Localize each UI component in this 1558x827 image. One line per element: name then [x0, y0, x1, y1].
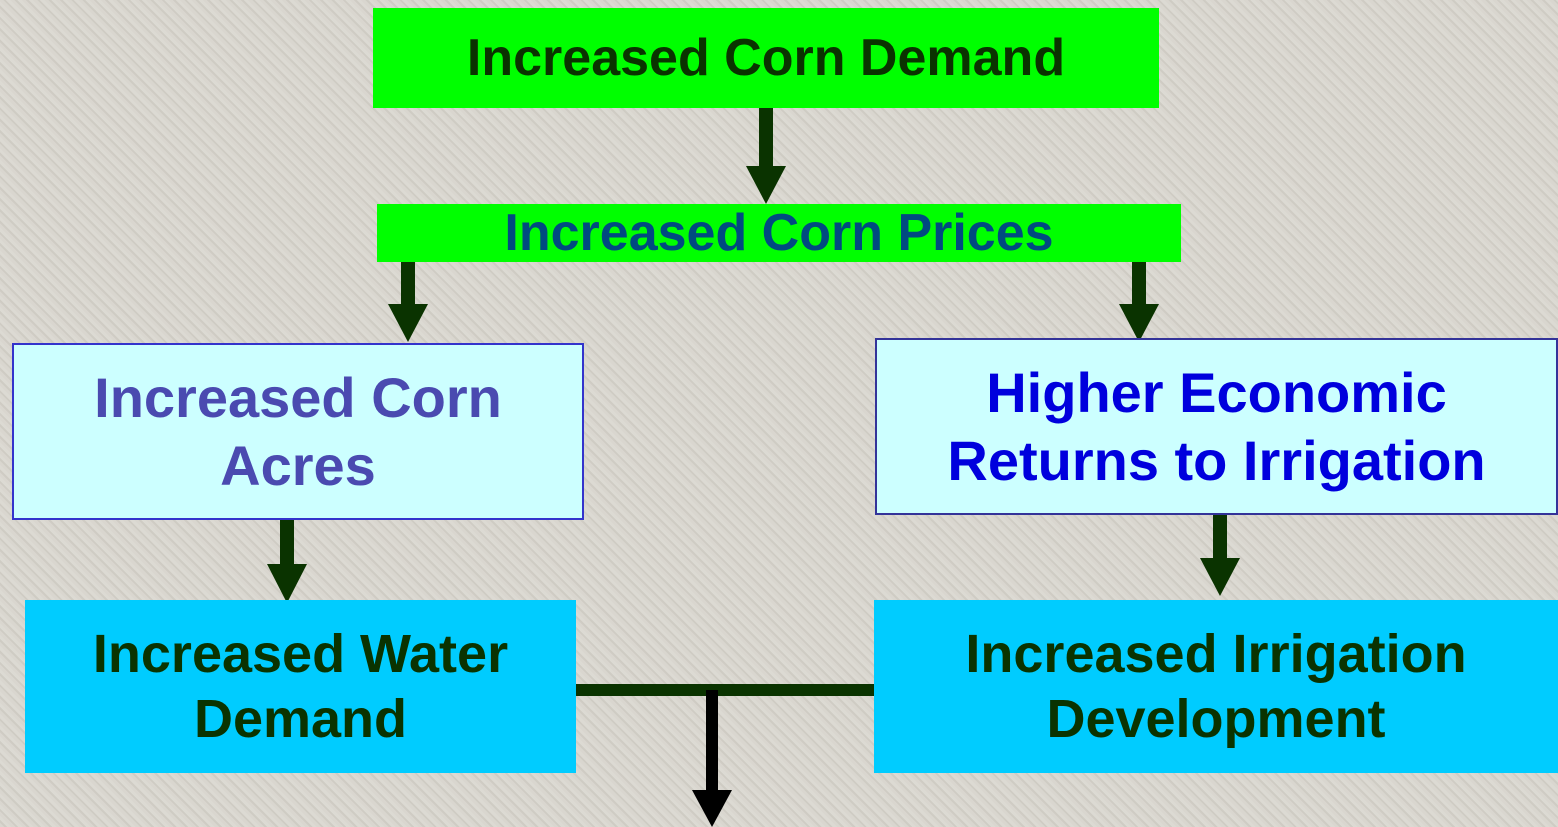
node-box: Increased Corn Demand — [373, 8, 1159, 108]
node-label: Increased Corn Acres — [94, 366, 502, 497]
node-box: Increased Corn Acres — [12, 343, 584, 520]
node-label: Increased Water Demand — [92, 623, 509, 749]
node-box: Increased Corn Prices — [377, 204, 1181, 262]
node-label: Increased Irrigation Development — [965, 623, 1467, 749]
node-box: Higher Economic Returns to Irrigation — [875, 338, 1558, 515]
node-label: Higher Economic Returns to Irrigation — [947, 361, 1486, 492]
node-box: Increased Water Demand — [25, 600, 576, 773]
node-label: Increased Corn Prices — [504, 203, 1054, 262]
node-box: Increased Irrigation Development — [874, 600, 1558, 773]
node-label: Increased Corn Demand — [466, 28, 1066, 87]
